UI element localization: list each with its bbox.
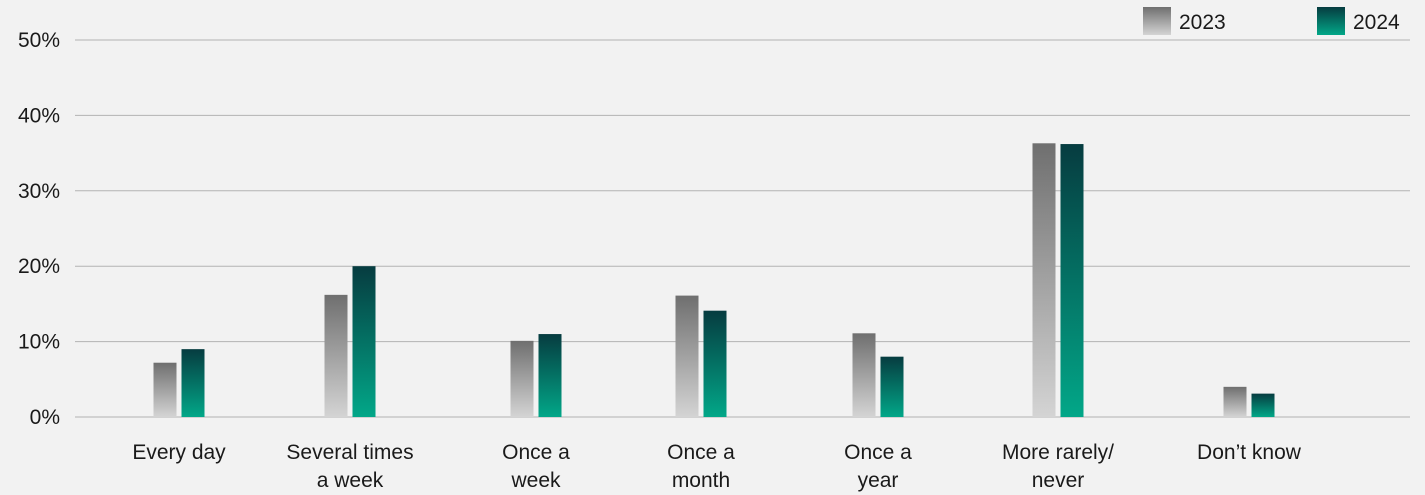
bar-2023-1 [324, 294, 348, 417]
legend-item-2024: 2024 [1317, 7, 1400, 35]
x-axis-labels: Every day Several times a week Once a week On… [132, 441, 1301, 492]
gridlines [75, 39, 1410, 418]
legend-item-2023: 2023 [1143, 7, 1226, 35]
x-category-label: Don’t know [1197, 441, 1302, 464]
legend: 2023 2024 [1143, 7, 1400, 35]
x-category-label: a week [317, 469, 384, 492]
y-tick-label: 0% [30, 406, 60, 429]
x-category-label: More rarely/ [1002, 441, 1114, 464]
bar-2024-0 [181, 349, 205, 417]
x-category-label: Every day [132, 441, 226, 464]
bar-2024-2 [538, 334, 562, 417]
legend-swatch [1143, 7, 1171, 35]
legend-swatch [1317, 7, 1345, 35]
bar-2023-5 [1032, 143, 1056, 417]
bar-2023-6 [1223, 386, 1247, 417]
x-category-label: Several times [286, 441, 413, 464]
y-axis-ticks: 0% 10% 20% 30% 40% 50% [18, 29, 60, 429]
x-category-label: Once a [844, 441, 912, 464]
bar-2024-4 [880, 356, 904, 417]
legend-label: 2024 [1353, 11, 1400, 34]
bar-2024-1 [352, 266, 376, 417]
bar-2023-3 [675, 295, 699, 417]
bars [153, 143, 1275, 417]
bar-2024-3 [703, 310, 727, 417]
y-tick-label: 50% [18, 29, 60, 52]
x-category-label: week [510, 469, 561, 492]
x-category-label: Once a [667, 441, 735, 464]
legend-label: 2023 [1179, 11, 1226, 34]
x-category-label: year [858, 469, 899, 492]
bar-2024-5 [1060, 144, 1084, 417]
x-category-label: month [672, 469, 730, 492]
y-tick-label: 40% [18, 104, 60, 127]
bar-2023-2 [510, 340, 534, 417]
bar-2023-4 [852, 333, 876, 417]
y-tick-label: 10% [18, 331, 60, 354]
bar-2024-6 [1251, 393, 1275, 417]
y-tick-label: 30% [18, 180, 60, 203]
bar-2023-0 [153, 362, 177, 417]
x-category-label: Once a [502, 441, 570, 464]
y-tick-label: 20% [18, 255, 60, 278]
x-category-label: never [1032, 469, 1085, 492]
